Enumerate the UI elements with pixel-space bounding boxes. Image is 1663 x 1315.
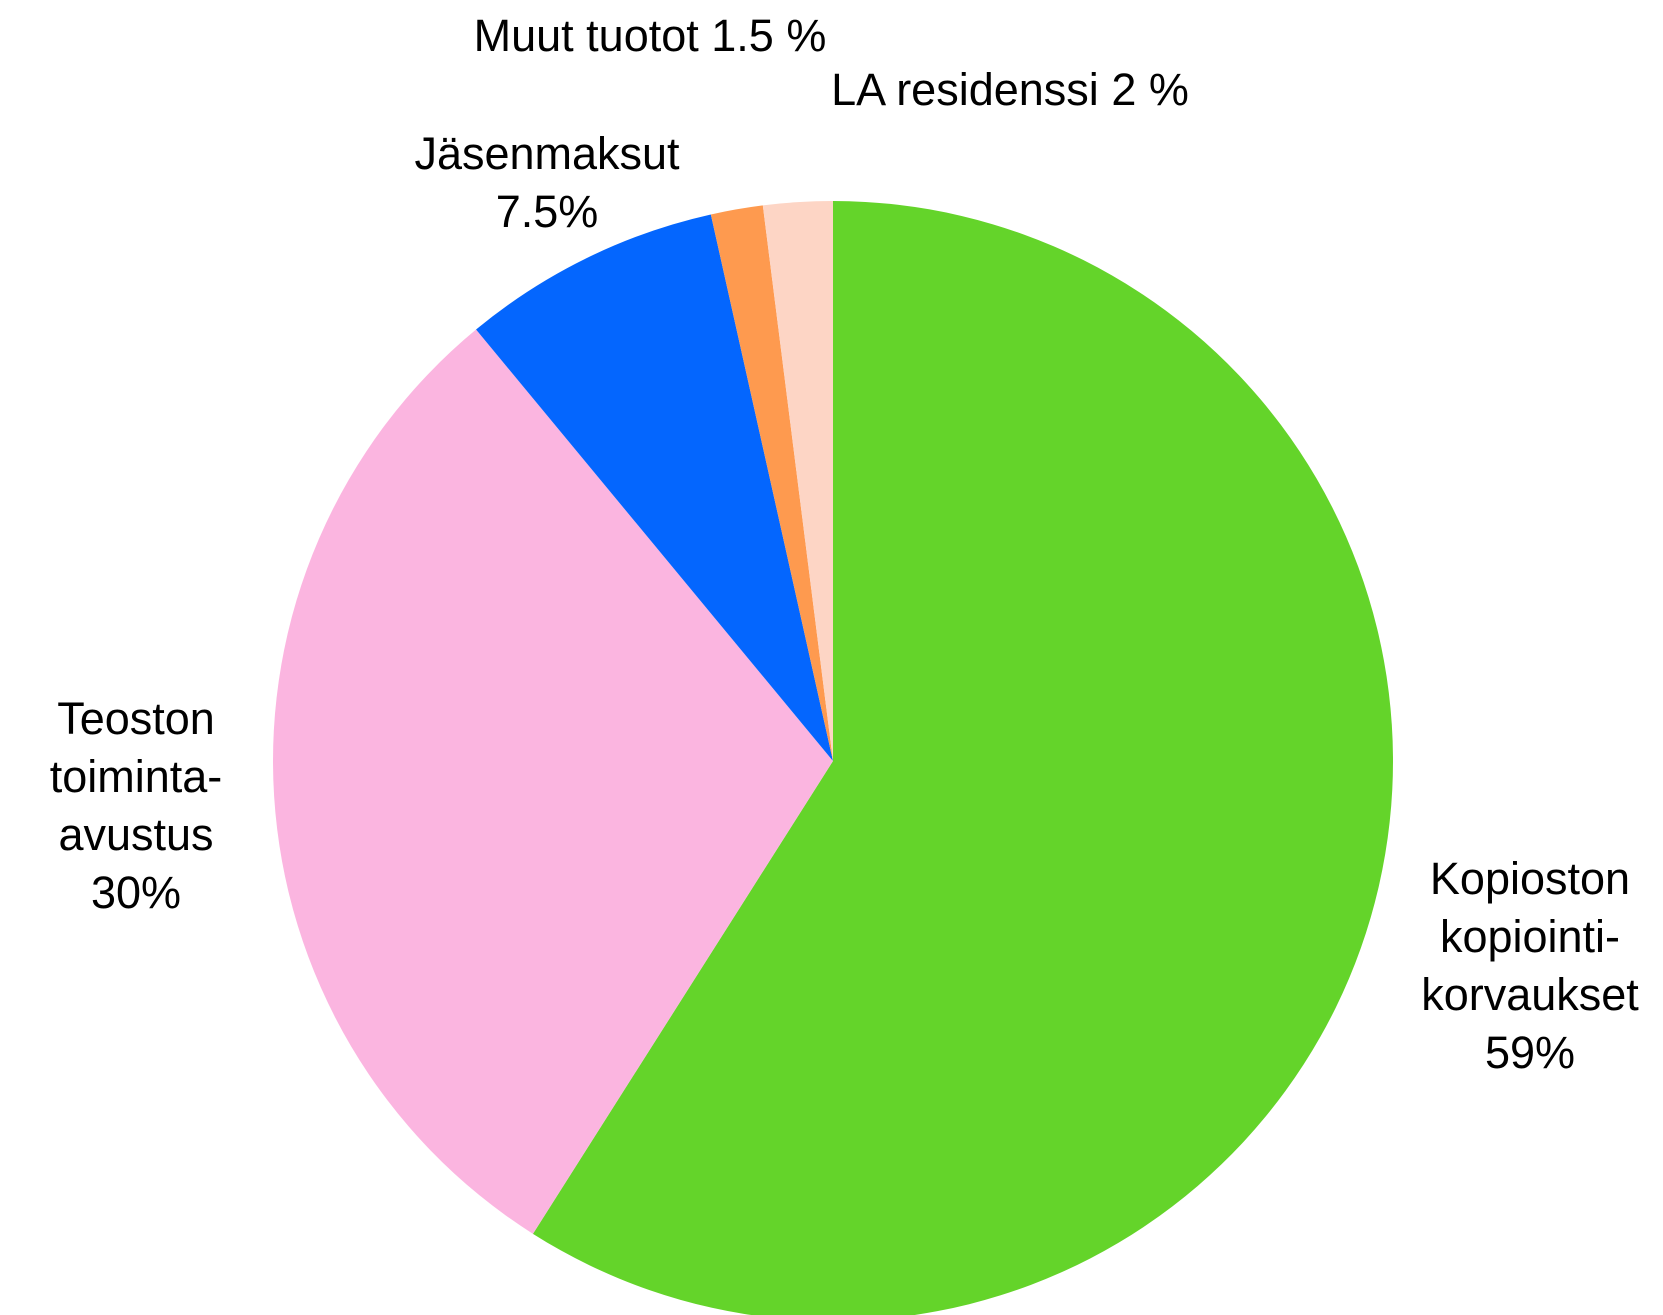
slice-value: 7.5% (496, 186, 599, 237)
slice-label: LA residenssi 2 % (831, 64, 1189, 115)
pie-slice (710, 205, 833, 761)
pie-slice (273, 329, 834, 1234)
slice-value: 30% (91, 867, 181, 918)
slice-name: toiminta- (50, 751, 223, 802)
slice-name: Kopioston (1430, 853, 1630, 904)
slice-name: LA residenssi (831, 64, 1099, 115)
slice-name: kopiointi- (1440, 911, 1620, 962)
slice-name: Muut tuotot (474, 10, 700, 61)
slice-value: 59% (1485, 1027, 1575, 1078)
slice-name: Jäsenmaksut (414, 128, 680, 179)
pie-slice (476, 214, 833, 761)
slice-value: 1.5 % (711, 10, 826, 61)
slice-name: avustus (58, 809, 213, 860)
pie-slice (762, 201, 833, 761)
slice-name: Teoston (57, 693, 215, 744)
pie-slice (532, 201, 1394, 1315)
slice-label: Muut tuotot 1.5 % (474, 10, 827, 61)
slice-value: 2 % (1111, 64, 1189, 115)
slice-name: korvaukset (1421, 969, 1639, 1020)
